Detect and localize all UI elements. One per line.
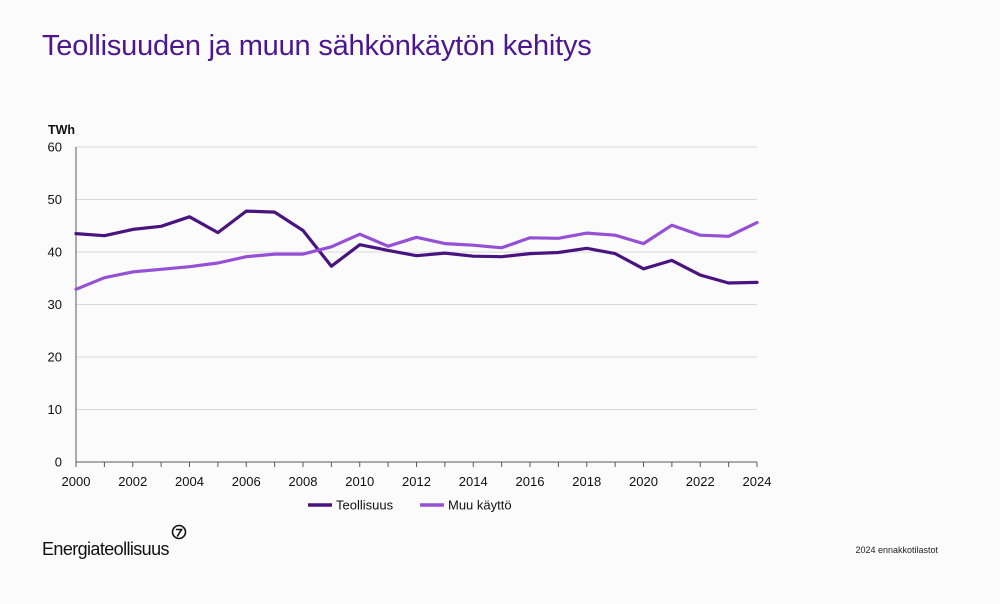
x-tick-label: 2016	[516, 474, 545, 489]
energiateollisuus-logo: Energiateollisuus	[42, 524, 202, 564]
y-tick-label: 60	[48, 140, 62, 155]
x-tick-label: 2018	[572, 474, 601, 489]
y-tick-label: 10	[48, 402, 62, 417]
x-tick-label: 2012	[402, 474, 431, 489]
grid-lines	[76, 146, 757, 410]
x-tick-label: 2014	[459, 474, 488, 489]
legend-label: Muu käyttö	[448, 498, 512, 513]
legend-label: Teollisuus	[336, 498, 394, 513]
y-tick-label: 50	[48, 192, 62, 207]
y-tick-label: 20	[48, 350, 62, 365]
footnote: 2024 ennakkotilastot	[855, 545, 938, 555]
x-tick-label: 2008	[289, 474, 318, 489]
y-tick-label: 0	[55, 455, 62, 470]
x-tick-label: 2004	[175, 474, 204, 489]
x-tick-label: 2002	[118, 474, 147, 489]
y-tick-label: 40	[48, 245, 62, 260]
x-tick-label: 2022	[686, 474, 715, 489]
slide-title: Teollisuuden ja muun sähkönkäytön kehity…	[42, 30, 592, 62]
x-axis: 2000 2002 2004 2006 2008 2010 2012 2014 2016 2018…	[62, 461, 772, 489]
logo-mark-icon	[171, 524, 187, 540]
x-tick-label: 2010	[345, 474, 374, 489]
y-axis: 0 10 20 30 40 50 60 TWh	[48, 123, 77, 470]
x-tick-label: 2024	[743, 474, 772, 489]
x-tick-label: 2020	[629, 474, 658, 489]
y-tick-label: 30	[48, 297, 62, 312]
legend: Teollisuus Muu käyttö	[308, 498, 512, 513]
series-line-muu-kaytto	[74, 221, 759, 291]
logo-text: Energiateollisuus	[42, 539, 169, 559]
x-tick-label: 2006	[232, 474, 261, 489]
series-line-teollisuus	[74, 209, 759, 285]
y-unit-label: TWh	[48, 123, 75, 137]
series-lines	[74, 209, 759, 291]
x-tick-label: 2000	[62, 474, 91, 489]
